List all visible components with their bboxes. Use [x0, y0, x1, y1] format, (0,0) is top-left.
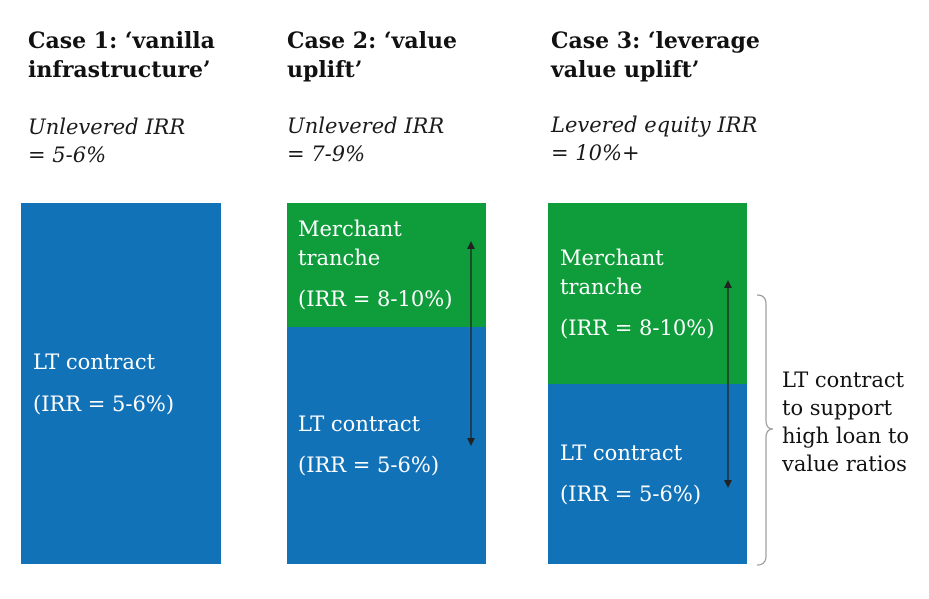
case3-lt-contract-block: LT contract (IRR = 5-6%) [548, 384, 747, 564]
case1-heading-line2: infrastructure’ [28, 57, 211, 83]
annotation-line3: high loan to [782, 424, 910, 448]
case2-heading-line2: uplift’ [287, 57, 363, 83]
case3-heading-line1: Case 3: ‘leverage [551, 28, 760, 54]
case1-heading: Case 1: ‘vanilla infrastructure’ [28, 27, 215, 85]
case3-lt-contract-label: LT contract [560, 441, 683, 465]
case2-merchant-tranche-block: Merchant tranche (IRR = 8-10%) [287, 203, 486, 327]
case1-irr: Unlevered IRR = 5-6% [28, 113, 185, 169]
case1-irr-line2: = 5-6% [28, 143, 107, 167]
case2-irr: Unlevered IRR = 7-9% [287, 112, 444, 168]
case2-irr-line2: = 7-9% [287, 142, 366, 166]
case1-lt-contract-label: LT contract [33, 350, 156, 374]
case1-lt-contract-irr: (IRR = 5-6%) [33, 392, 175, 416]
case3-irr-line1: Levered equity IRR [551, 113, 758, 137]
case2-lt-contract-label: LT contract [298, 412, 421, 436]
case3-merchant-label-line2: tranche [560, 275, 643, 299]
case2-heading: Case 2: ‘value uplift’ [287, 27, 457, 85]
case2-merchant-irr: (IRR = 8-10%) [298, 287, 453, 311]
leverage-annotation: LT contract to support high loan to valu… [782, 366, 909, 478]
case3-irr-line2: = 10%+ [551, 141, 640, 165]
right-curly-brace [756, 294, 774, 566]
annotation-line4: value ratios [782, 452, 907, 476]
case2-merchant-label-line1: Merchant [298, 217, 402, 241]
case2-lt-contract-irr: (IRR = 5-6%) [298, 453, 440, 477]
case3-merchant-label-line1: Merchant [560, 246, 664, 270]
annotation-line2: to support [782, 396, 893, 420]
case3-irr: Levered equity IRR = 10%+ [551, 111, 757, 167]
case1-irr-line1: Unlevered IRR [28, 115, 186, 139]
case2-heading-line1: Case 2: ‘value [287, 28, 457, 54]
case3-merchant-irr: (IRR = 8-10%) [560, 316, 715, 340]
case1-lt-contract-block: LT contract (IRR = 5-6%) [21, 203, 221, 564]
case3-lt-contract-irr: (IRR = 5-6%) [560, 482, 702, 506]
case3-merchant-tranche-block: Merchant tranche (IRR = 8-10%) [548, 203, 747, 384]
case3-heading-line2: value uplift’ [551, 57, 700, 83]
case3-heading: Case 3: ‘leverage value uplift’ [551, 27, 760, 85]
case2-merchant-label-line2: tranche [298, 246, 381, 270]
case2-irr-line1: Unlevered IRR [287, 114, 445, 138]
case2-lt-contract-block: LT contract (IRR = 5-6%) [287, 327, 486, 564]
case1-heading-line1: Case 1: ‘vanilla [28, 28, 215, 54]
annotation-line1: LT contract [782, 368, 905, 392]
